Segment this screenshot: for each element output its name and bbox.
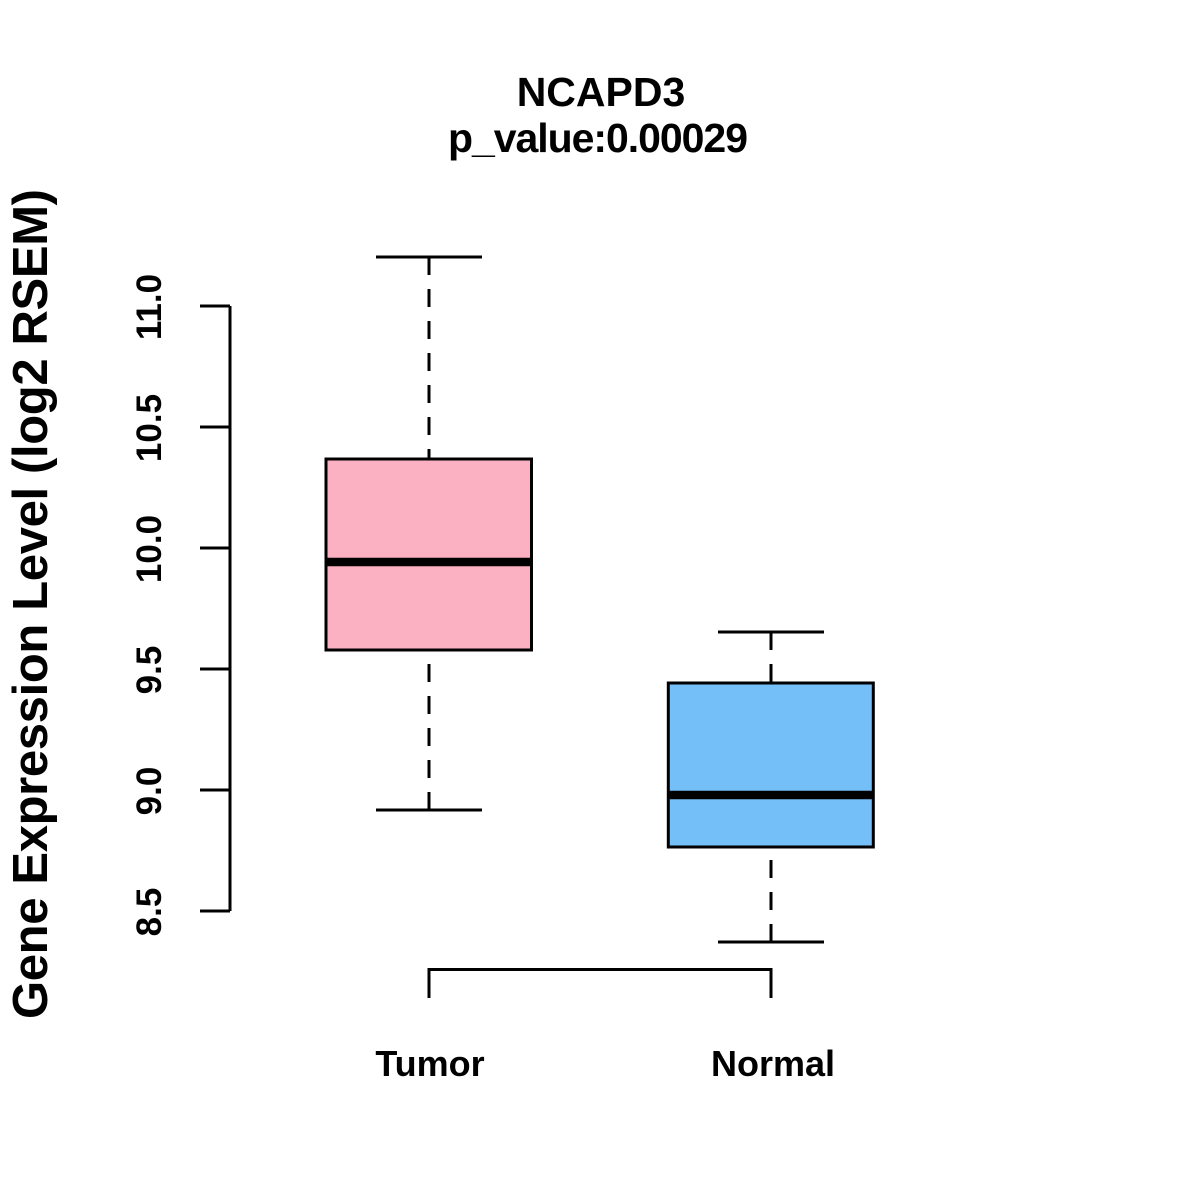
svg-text:p_value:0.00029: p_value:0.00029 (448, 115, 748, 161)
svg-text:10.5: 10.5 (130, 394, 169, 462)
svg-text:11.0: 11.0 (130, 274, 169, 340)
svg-text:NCAPD3: NCAPD3 (517, 69, 686, 115)
svg-text:9.0: 9.0 (130, 767, 169, 816)
svg-text:Gene Expression Level (log2 RS: Gene Expression Level (log2 RSEM) (4, 189, 58, 1019)
svg-text:Normal: Normal (711, 1043, 835, 1084)
svg-text:9.5: 9.5 (130, 646, 169, 695)
svg-text:Tumor: Tumor (375, 1043, 484, 1084)
svg-text:8.5: 8.5 (130, 888, 169, 937)
svg-text:10.0: 10.0 (130, 515, 169, 583)
